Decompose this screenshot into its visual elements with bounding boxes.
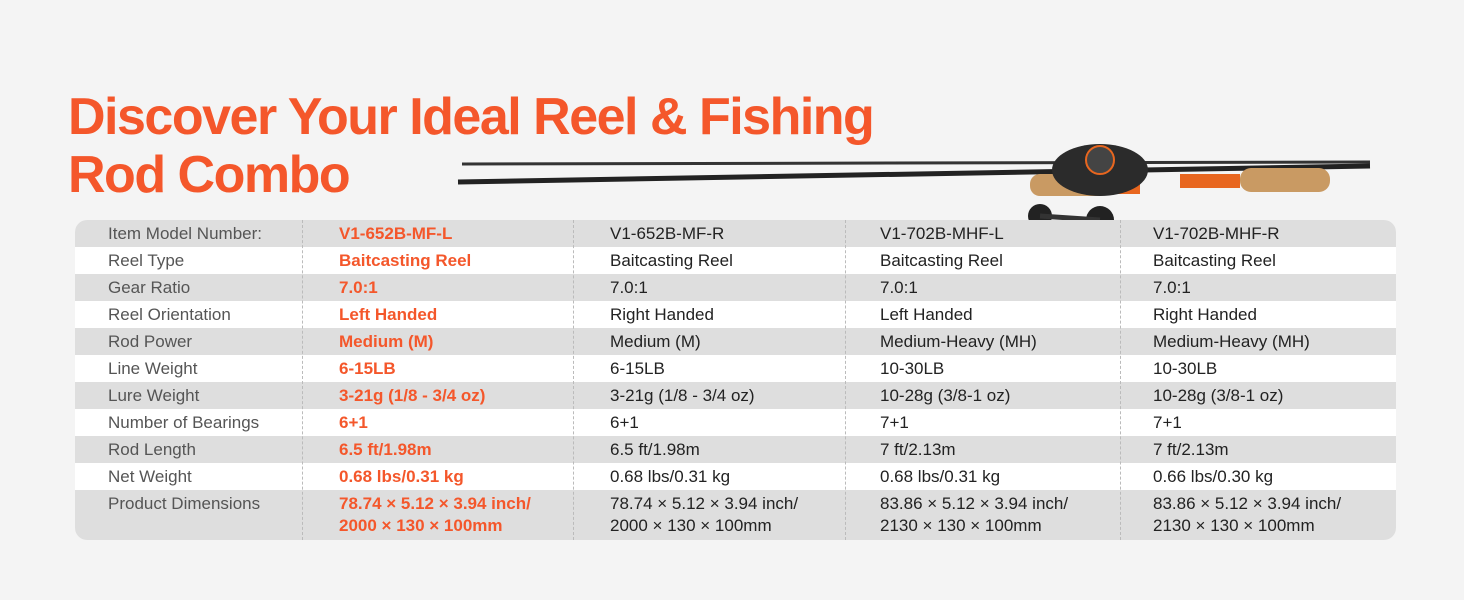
title: Discover Your Ideal Reel & Fishing Rod C… — [68, 88, 875, 204]
row-label: Item Model Number: — [108, 224, 262, 243]
cell: 7.0:1 — [880, 278, 918, 297]
cell: 7.0:1 — [339, 278, 378, 297]
cell: Right Handed — [1153, 305, 1257, 324]
cell: 7+1 — [880, 413, 909, 432]
row-label: Reel Orientation — [108, 305, 231, 324]
table-row: Net Weight 0.68 lbs/0.31 kg 0.68 lbs/0.31 … — [75, 463, 1396, 490]
row-label: Reel Type — [108, 251, 185, 270]
cell: 6.5 ft/1.98m — [610, 440, 700, 459]
table-row: Reel Orientation Left Handed Right Handed L… — [75, 301, 1396, 328]
cell: Medium (M) — [610, 332, 701, 351]
cell: 78.74 × 5.12 × 3.94 inch/ 2000 × 130 × 1… — [339, 494, 531, 535]
cell: Baitcasting Reel — [339, 251, 472, 270]
cell: 10-28g (3/8-1 oz) — [1153, 386, 1284, 405]
cell: 10-30LB — [880, 359, 945, 378]
column-divider — [573, 220, 574, 540]
rod-illustration — [457, 144, 1371, 234]
row-label: Line Weight — [108, 359, 198, 378]
cell: 0.66 lbs/0.30 kg — [1153, 467, 1274, 486]
cell: Medium-Heavy (MH) — [880, 332, 1037, 351]
cell: 7+1 — [1153, 413, 1182, 432]
column-divider — [845, 220, 846, 540]
table-row: Rod Length 6.5 ft/1.98m 6.5 ft/1.98m 7 ft/2… — [75, 436, 1396, 463]
cell: Medium (M) — [339, 332, 434, 351]
table-row: Product Dimensions 78.74 × 5.12 × 3.94 in… — [75, 490, 1396, 540]
row-label: Gear Ratio — [108, 278, 191, 297]
table-row: Gear Ratio 7.0:1 7.0:1 7.0:1 7.0:1 — [75, 274, 1396, 301]
cell: 10-28g (3/8-1 oz) — [880, 386, 1011, 405]
cell: 83.86 × 5.12 × 3.94 inch/ 2130 × 130 × 1… — [1153, 494, 1342, 535]
cell: 0.68 lbs/0.31 kg — [610, 467, 731, 486]
cell: 3-21g (1/8 - 3/4 oz) — [610, 386, 755, 405]
row-label: Net Weight — [108, 467, 192, 486]
cell: 7 ft/2.13m — [1153, 440, 1229, 459]
cell: 83.86 × 5.12 × 3.94 inch/ 2130 × 130 × 1… — [880, 494, 1069, 535]
row-label: Lure Weight — [108, 386, 200, 405]
cell: Left Handed — [880, 305, 973, 324]
cell: Baitcasting Reel — [880, 251, 1003, 270]
table-row: Item Model Number: V1-652B-MF-L V1-652B-MF… — [75, 220, 1396, 247]
cell: 7 ft/2.13m — [880, 440, 956, 459]
cell: Right Handed — [610, 305, 714, 324]
row-label: Rod Power — [108, 332, 193, 351]
table-row: Rod Power Medium (M) Medium (M) Medium-Heav… — [75, 328, 1396, 355]
cell: 78.74 × 5.12 × 3.94 inch/ 2000 × 130 × 1… — [610, 494, 799, 535]
cell: Baitcasting Reel — [610, 251, 733, 270]
cell: 7.0:1 — [1153, 278, 1191, 297]
cell: Baitcasting Reel — [1153, 251, 1276, 270]
cell: 6.5 ft/1.98m — [339, 440, 432, 459]
cell: 6-15LB — [339, 359, 396, 378]
cell: Left Handed — [339, 305, 438, 324]
row-label: Number of Bearings — [108, 413, 260, 432]
cell: 6+1 — [339, 413, 368, 432]
spec-table: Item Model Number: V1-652B-MF-L V1-652B-MF… — [75, 220, 1396, 540]
table-row: Reel Type Baitcasting Reel Baitcasting Ree… — [75, 247, 1396, 274]
cell: V1-702B-MHF-R — [1153, 224, 1280, 243]
table-row: Lure Weight 3-21g (1/8 - 3/4 oz) 3-21g (1/… — [75, 382, 1396, 409]
table-row: Number of Bearings 6+1 6+1 7+1 7+1 — [75, 409, 1396, 436]
column-divider — [302, 220, 303, 540]
row-label: Rod Length — [108, 440, 196, 459]
cell: 0.68 lbs/0.31 kg — [880, 467, 1001, 486]
cell: V1-702B-MHF-L — [880, 224, 1004, 243]
cell: Medium-Heavy (MH) — [1153, 332, 1310, 351]
cell: V1-652B-MF-L — [339, 224, 453, 243]
cell: 6-15LB — [610, 359, 665, 378]
row-label: Product Dimensions — [108, 494, 261, 513]
cell: V1-652B-MF-R — [610, 224, 725, 243]
cell: 0.68 lbs/0.31 kg — [339, 467, 464, 486]
cell: 10-30LB — [1153, 359, 1218, 378]
column-divider — [1120, 220, 1121, 540]
cell: 7.0:1 — [610, 278, 648, 297]
cell: 6+1 — [610, 413, 639, 432]
cell: 3-21g (1/8 - 3/4 oz) — [339, 386, 486, 405]
table-row: Line Weight 6-15LB 6-15LB 10-30LB 10-30LB — [75, 355, 1396, 382]
